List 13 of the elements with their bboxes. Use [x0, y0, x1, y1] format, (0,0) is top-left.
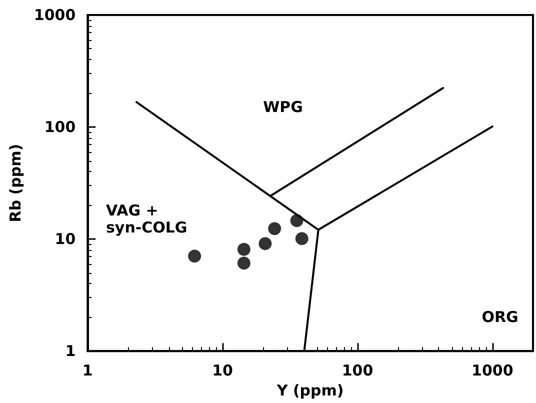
- y-tick-label: 1: [65, 342, 76, 360]
- x-axis-title: Y (ppm): [276, 382, 344, 400]
- x-tick-label: 1: [82, 362, 93, 380]
- x-tick-label: 10: [212, 362, 233, 380]
- y-tick-label: 1000: [34, 6, 76, 24]
- y-tick-label: 10: [54, 230, 76, 248]
- y-axis-title: Rb (ppm): [6, 144, 24, 222]
- annotation: VAG + syn-COLG: [106, 202, 188, 236]
- annotation: WPG: [263, 98, 303, 116]
- x-tick-label: 1000: [472, 362, 514, 380]
- annotation: ORG: [482, 308, 518, 326]
- y-tick-label: 100: [44, 118, 76, 136]
- x-tick-label: 100: [342, 362, 374, 380]
